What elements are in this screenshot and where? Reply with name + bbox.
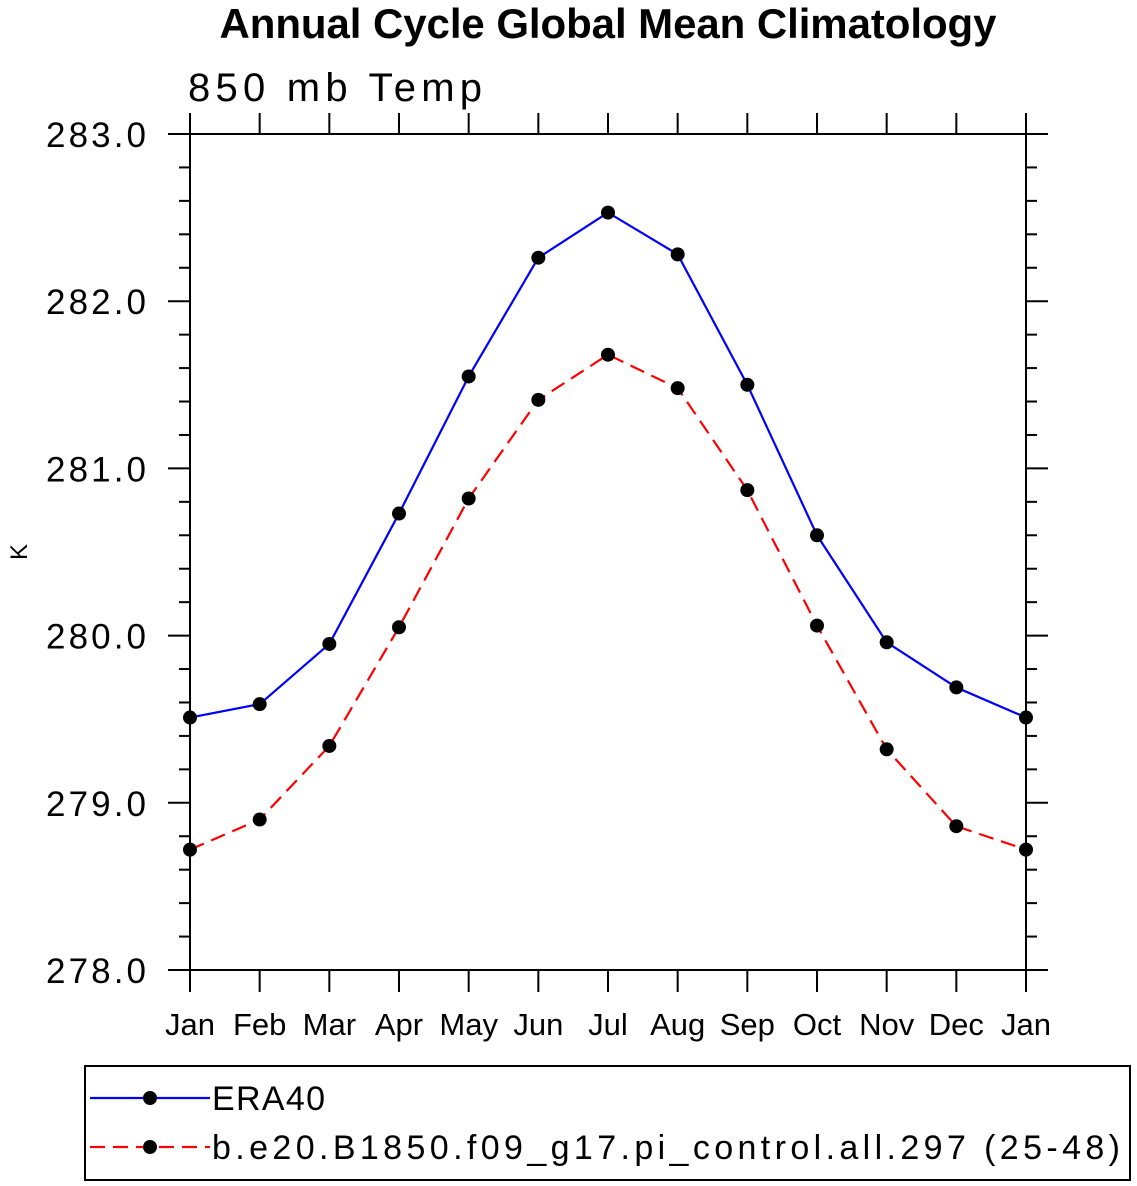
chart-subtitle: 850 mb Temp [188, 66, 482, 110]
x-tick-label: Sep [720, 1007, 775, 1042]
legend-marker [143, 1091, 157, 1105]
series-group [183, 205, 1033, 857]
legend-marker [143, 1140, 157, 1154]
data-point-series-1 [531, 250, 546, 265]
data-point-series-2 [1019, 842, 1033, 857]
axis-tick-labels: 278.0 279.0 280.0 281.0 282.0 283.0 Jan Feb Mar A… [46, 116, 1051, 1042]
data-point-series-2 [252, 812, 267, 827]
data-point-series-2 [531, 392, 546, 407]
data-point-series-1 [183, 710, 197, 725]
data-point-series-1 [392, 506, 406, 521]
data-point-series-1 [810, 528, 824, 543]
axis-ticks [168, 113, 1048, 992]
data-point-series-2 [949, 819, 964, 834]
data-point-series-1 [1019, 710, 1033, 725]
data-point-series-1 [670, 247, 685, 262]
x-tick-label: Jun [513, 1007, 563, 1042]
x-tick-label: Jan [1001, 1007, 1051, 1042]
chart-title: Annual Cycle Global Mean Climatology [220, 0, 998, 47]
x-tick-label: Apr [375, 1007, 423, 1042]
data-point-series-1 [252, 697, 267, 712]
data-point-series-1 [601, 205, 615, 220]
data-point-series-2 [810, 618, 824, 633]
data-point-series-2 [601, 347, 615, 362]
x-tick-label: Dec [929, 1007, 984, 1042]
x-tick-label: Aug [650, 1007, 705, 1042]
data-point-series-2 [322, 738, 337, 753]
x-tick-label: Jan [165, 1007, 215, 1042]
data-point-series-1 [879, 635, 894, 650]
data-point-series-1 [322, 636, 337, 651]
legend-box [84, 1065, 1131, 1181]
data-point-series-2 [461, 491, 476, 506]
y-tick-label: 283.0 [46, 116, 146, 155]
legend-entry: ERA40 [90, 1080, 325, 1118]
x-tick-label: Nov [859, 1007, 915, 1042]
plot-frame [189, 133, 1027, 971]
y-axis-label: K [6, 544, 33, 560]
y-tick-label: 278.0 [46, 952, 146, 991]
legend-entry: b.e20.B1850.f09_g17.pi_control.all.297 (… [90, 1129, 1120, 1167]
data-point-series-2 [392, 620, 406, 635]
data-point-series-2 [183, 842, 197, 857]
data-point-series-1 [949, 680, 964, 695]
legend-label: ERA40 [212, 1080, 325, 1118]
x-tick-label: May [439, 1007, 498, 1042]
data-point-series-2 [740, 483, 755, 498]
x-tick-label: Jul [588, 1007, 628, 1042]
data-point-series-2 [670, 381, 685, 396]
y-tick-label: 280.0 [46, 618, 146, 657]
data-point-series-2 [879, 742, 894, 757]
x-tick-label: Feb [233, 1007, 286, 1042]
y-tick-label: 282.0 [46, 283, 146, 322]
data-point-series-1 [461, 369, 476, 384]
y-tick-label: 279.0 [46, 785, 146, 824]
x-tick-label: Mar [303, 1007, 356, 1042]
data-point-series-1 [740, 377, 755, 392]
y-tick-label: 281.0 [46, 450, 146, 489]
x-tick-label: Oct [793, 1007, 842, 1042]
